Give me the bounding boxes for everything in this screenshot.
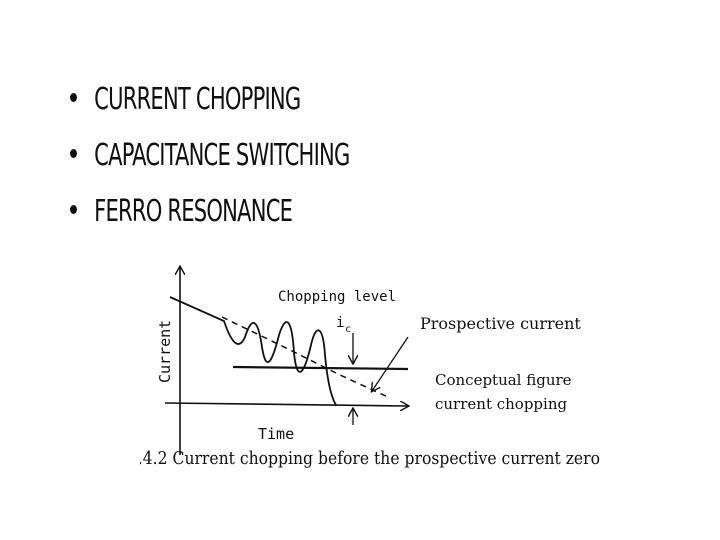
x-axis bbox=[164, 403, 408, 406]
bullet-item-capacitance-switching: CAPACITANCE SWITCHING bbox=[70, 136, 350, 192]
ic-symbol: i bbox=[336, 315, 344, 331]
prospective-current-pointer bbox=[372, 336, 409, 391]
chopping-level-line bbox=[232, 365, 409, 371]
current-chopping-diagram: Current Time Chopping level i c Prospect… bbox=[140, 255, 600, 469]
figure-caption: Fig.4.2 Current chopping before the pros… bbox=[140, 448, 600, 469]
bullet-item-ferro-resonance: FERRO RESONANCE bbox=[70, 192, 350, 248]
prospective-current-label: Prospective current bbox=[420, 314, 581, 333]
conceptual-figure-line1: Conceptual figure bbox=[435, 371, 572, 389]
ic-subscript: c bbox=[345, 324, 351, 335]
actual-current-curve bbox=[169, 296, 337, 406]
prospective-current-curve bbox=[221, 316, 391, 399]
conceptual-figure-line2: current chopping bbox=[435, 395, 567, 413]
bullet-list: CURRENT CHOPPING CAPACITANCE SWITCHING F… bbox=[70, 80, 428, 248]
bullet-text: CURRENT CHOPPING bbox=[94, 82, 301, 117]
bullet-dot-icon bbox=[70, 93, 78, 102]
bullet-item-current-chopping: CURRENT CHOPPING bbox=[70, 80, 350, 136]
x-axis-label: Time bbox=[258, 425, 294, 443]
current-chopping-figure: Current Time Chopping level i c Prospect… bbox=[140, 255, 610, 480]
bullet-dot-icon bbox=[70, 205, 78, 214]
bullet-text: FERRO RESONANCE bbox=[94, 194, 293, 229]
bullet-text: CAPACITANCE SWITCHING bbox=[94, 138, 350, 173]
bullet-dot-icon bbox=[70, 149, 78, 158]
y-axis-label: Current bbox=[156, 320, 174, 383]
chopping-level-label: Chopping level bbox=[278, 289, 396, 305]
